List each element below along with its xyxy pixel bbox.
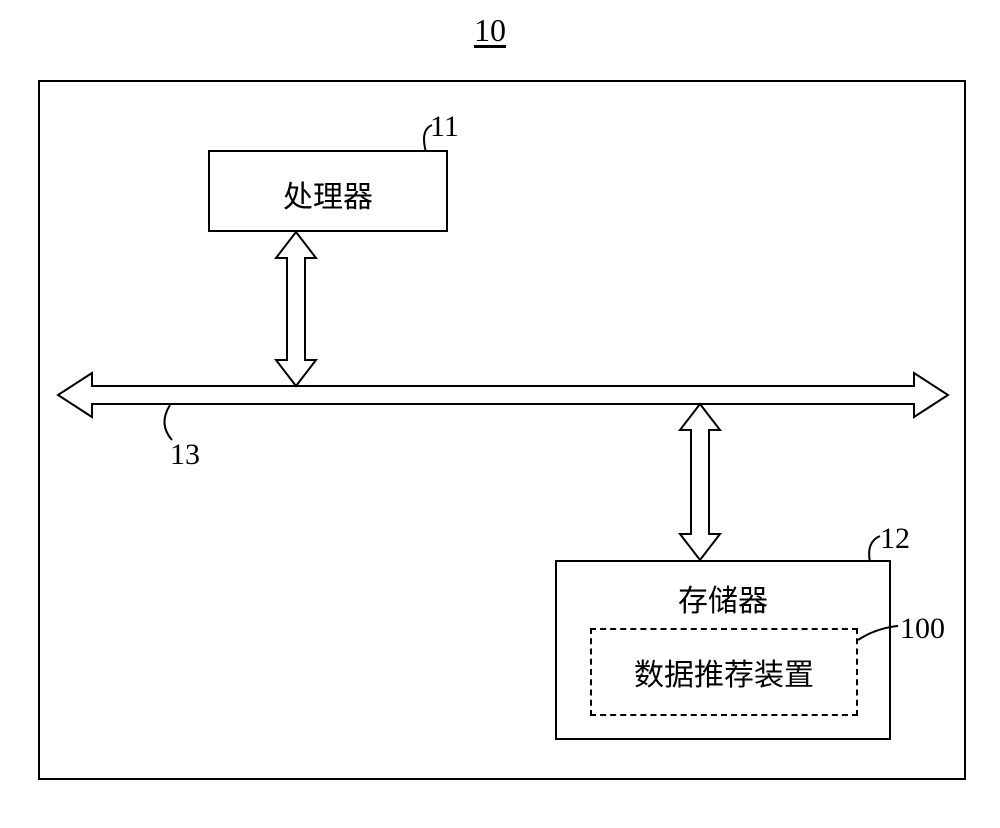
bus-ref-number: 13: [170, 438, 200, 472]
figure-number: 10: [474, 12, 506, 49]
processor-label: 处理器: [283, 172, 373, 216]
diagram-canvas: 10 处理器 11 存储器 12 数据推荐装置 100 13: [0, 0, 1000, 828]
processor-ref-number: 11: [430, 110, 459, 144]
memory-ref-number: 12: [880, 522, 910, 556]
data-recommendation-device-label: 数据推荐装置: [634, 650, 814, 694]
data-recommendation-device-ref-number: 100: [900, 612, 945, 646]
processor-block: 处理器: [208, 150, 448, 232]
memory-label: 存储器: [678, 576, 768, 620]
data-recommendation-device-block: 数据推荐装置: [590, 628, 858, 716]
